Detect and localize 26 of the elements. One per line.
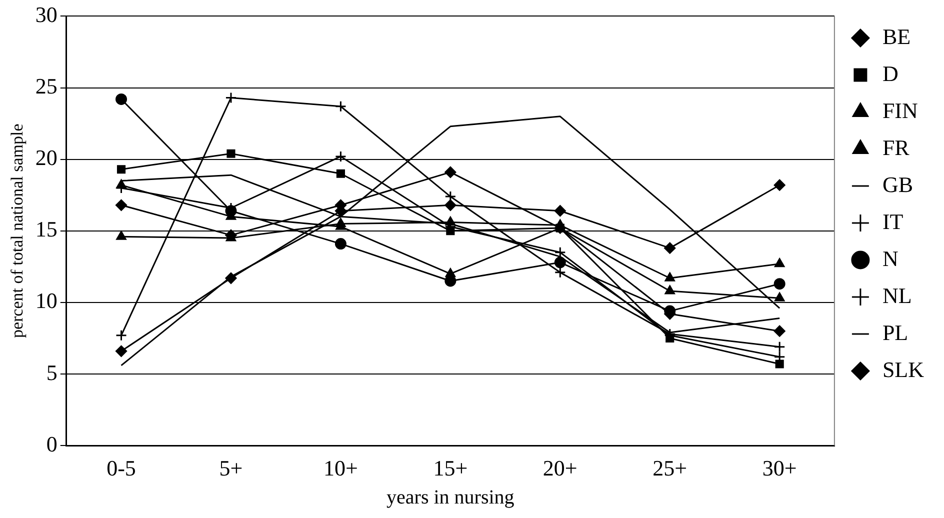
- legend-label: FR: [882, 134, 910, 160]
- x-tick-label: 20+: [542, 456, 578, 481]
- y-tick-label: 20: [35, 145, 58, 170]
- y-tick-label: 0: [46, 431, 58, 456]
- legend-label: FIN: [882, 98, 918, 123]
- y-tick-label: 5: [46, 360, 58, 385]
- x-axis-title: years in nursing: [386, 486, 514, 508]
- y-tick-label: 15: [35, 216, 58, 242]
- legend-label: GB: [882, 172, 913, 197]
- x-tick-label: 30+: [762, 456, 797, 481]
- x-tick-label: 0-5: [106, 456, 136, 481]
- x-tick-label: 15+: [433, 456, 468, 481]
- legend-label: BE: [882, 24, 911, 49]
- legend-label: D: [882, 60, 898, 86]
- y-tick-label: 25: [35, 74, 58, 99]
- x-tick-label: 5+: [219, 456, 243, 481]
- y-axis-title: percent of total national sample: [8, 124, 27, 338]
- legend-label: N: [882, 246, 898, 271]
- legend-label: NL: [882, 282, 912, 308]
- x-tick-label: 25+: [652, 456, 688, 481]
- legend-label: SLK: [882, 356, 924, 382]
- legend-label: PL: [882, 320, 908, 345]
- y-tick-label: 10: [35, 288, 58, 314]
- y-tick-label: 30: [35, 2, 58, 27]
- legend-label: IT: [882, 208, 904, 234]
- x-tick-label: 10+: [323, 456, 358, 481]
